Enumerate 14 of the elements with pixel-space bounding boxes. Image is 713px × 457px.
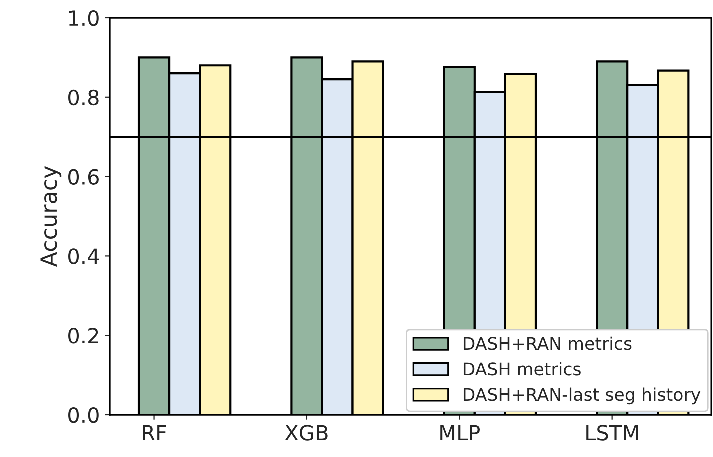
legend-label: DASH+RAN-last seg history — [464, 388, 701, 405]
y-tick-label: 1.0 — [69, 10, 99, 26]
y-tick-label: 0.8 — [68, 90, 99, 106]
y-axis-title: Accuracy — [40, 166, 62, 268]
y-tick-label: 0.2 — [68, 328, 98, 344]
y-tick-label: 0.6 — [68, 169, 99, 186]
x-tick-label: LSTM — [586, 425, 638, 441]
y-tick-label: 0.4 — [68, 248, 100, 264]
x-tick-label: XGB — [285, 425, 328, 441]
x-tick-label: RF — [143, 425, 166, 441]
legend-label: DASH metrics — [464, 362, 581, 376]
x-tick-label: MLP — [440, 425, 480, 441]
legend-label: DASH+RAN metrics — [464, 336, 632, 350]
y-tick-label: 0.0 — [68, 407, 99, 424]
